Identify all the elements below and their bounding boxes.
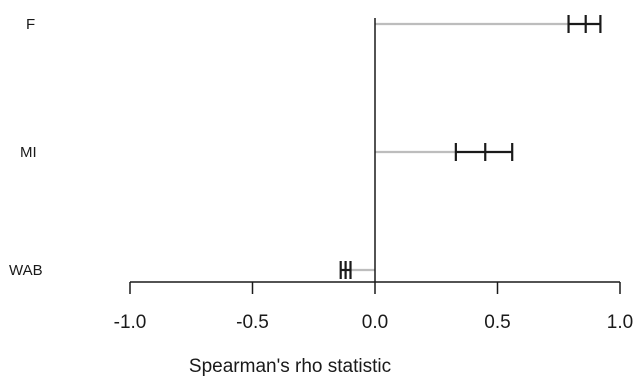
x-tick-label: -1.0 xyxy=(114,312,147,333)
x-tick-label: -0.5 xyxy=(236,312,269,333)
x-tick-label: 0.5 xyxy=(484,312,510,333)
x-axis-title: Spearman's rho statistic xyxy=(189,356,391,377)
category-label: WAB xyxy=(9,262,43,279)
category-labels: F MI WAB xyxy=(9,16,43,279)
estimate-stems xyxy=(350,22,569,272)
x-axis-ticks xyxy=(129,282,621,294)
x-tick-label: 0.0 xyxy=(362,312,388,333)
confidence-intervals xyxy=(339,15,602,279)
category-label: F xyxy=(26,16,35,33)
x-tick-label: 1.0 xyxy=(607,312,633,333)
x-axis-tick-labels: -1.0 -0.5 0.0 0.5 1.0 xyxy=(114,312,634,333)
category-label: MI xyxy=(20,144,37,161)
